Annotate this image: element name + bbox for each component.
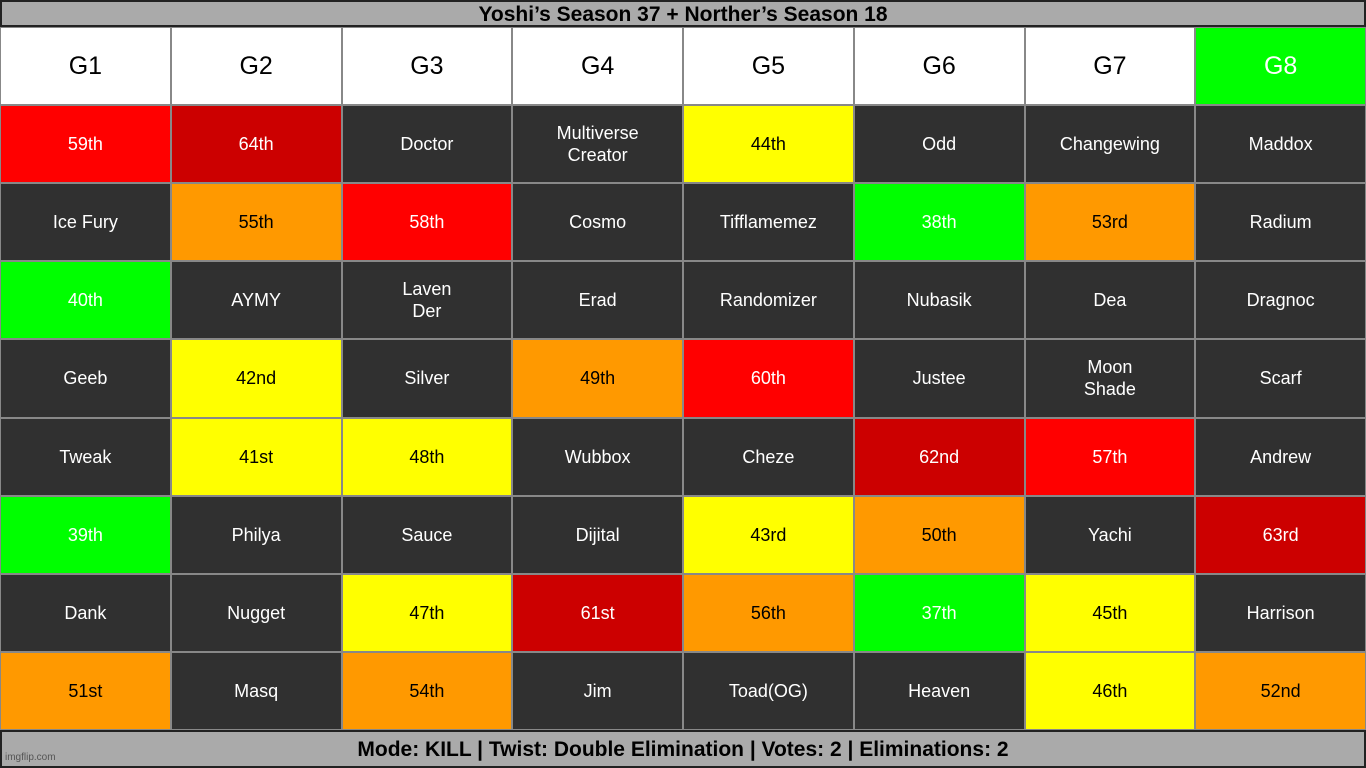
cell: 63rd — [1195, 495, 1366, 574]
cell: 37th — [853, 573, 1025, 652]
cell: Scarf — [1195, 339, 1366, 418]
cell: 48th — [341, 417, 513, 496]
title: Yoshi’s Season 37 + Norther’s Season 18 — [0, 0, 1366, 27]
cell: AYMY — [170, 261, 342, 340]
cell: 52nd — [1195, 651, 1366, 730]
cell: Changewing — [1024, 105, 1196, 184]
cell: Heaven — [853, 651, 1025, 730]
cell: Yachi — [1024, 495, 1196, 574]
cell: Geeb — [0, 339, 171, 418]
column-header: G1 — [0, 27, 171, 105]
cell: 49th — [512, 339, 683, 418]
cell: 64th — [170, 105, 342, 184]
column-header: G5 — [683, 27, 854, 105]
cell: Tifflamemez — [683, 183, 854, 262]
cell: Toad(OG) — [683, 651, 854, 730]
cell: 57th — [1024, 417, 1196, 496]
cell: Randomizer — [683, 261, 854, 340]
cell: Erad — [512, 261, 683, 340]
cell: 44th — [683, 105, 854, 184]
cell: Dragnoc — [1195, 261, 1366, 340]
cell: Dijital — [512, 495, 683, 574]
cell: 55th — [170, 183, 342, 262]
watermark: imgflip.com — [5, 752, 56, 763]
cell: 62nd — [853, 417, 1025, 496]
column-header: G3 — [341, 27, 513, 105]
cell: 39th — [0, 495, 171, 574]
cell: Ice Fury — [0, 183, 171, 262]
column-header: G4 — [512, 27, 683, 105]
cell: 40th — [0, 261, 171, 340]
cell: Doctor — [341, 105, 513, 184]
cell: Wubbox — [512, 417, 683, 496]
cell: Maddox — [1195, 105, 1366, 184]
cell: 60th — [683, 339, 854, 418]
cell: 38th — [853, 183, 1025, 262]
cell: Masq — [170, 651, 342, 730]
cell: 50th — [853, 495, 1025, 574]
cell: Cosmo — [512, 183, 683, 262]
cell: 53rd — [1024, 183, 1196, 262]
cell: 61st — [512, 573, 683, 652]
cell: Jim — [512, 651, 683, 730]
cell: 56th — [683, 573, 854, 652]
cell: Nugget — [170, 573, 342, 652]
cell: Sauce — [341, 495, 513, 574]
cell: 43rd — [683, 495, 854, 574]
cell: 51st — [0, 651, 171, 730]
cell: Radium — [1195, 183, 1366, 262]
column-header: G7 — [1024, 27, 1196, 105]
cell: Moon Shade — [1024, 339, 1196, 418]
column-header: G8 — [1195, 27, 1366, 105]
cell: Philya — [170, 495, 342, 574]
cell: 46th — [1024, 651, 1196, 730]
cell: 45th — [1024, 573, 1196, 652]
cell: Cheze — [683, 417, 854, 496]
cell: 58th — [341, 183, 513, 262]
cell: 42nd — [170, 339, 342, 418]
cell: Harrison — [1195, 573, 1366, 652]
cell: 41st — [170, 417, 342, 496]
column-header: G2 — [170, 27, 342, 105]
cell: Andrew — [1195, 417, 1366, 496]
cell: Nubasik — [853, 261, 1025, 340]
cell: Tweak — [0, 417, 171, 496]
cell: Justee — [853, 339, 1025, 418]
cell: Odd — [853, 105, 1025, 184]
cell: Dank — [0, 573, 171, 652]
cell: Dea — [1024, 261, 1196, 340]
table: G1 G2 G3 G4 G5 G6 G7 G8 59th 64th Doctor Multiverse… — [0, 27, 1366, 730]
cell: 54th — [341, 651, 513, 730]
cell: Silver — [341, 339, 513, 418]
cell: 59th — [0, 105, 171, 184]
footer: Mode: KILL | Twist: Double Elimination |… — [0, 730, 1366, 768]
column-header: G6 — [853, 27, 1025, 105]
cell: Laven Der — [341, 261, 513, 340]
cell: 47th — [341, 573, 513, 652]
cell: Multiverse Creator — [512, 105, 683, 184]
